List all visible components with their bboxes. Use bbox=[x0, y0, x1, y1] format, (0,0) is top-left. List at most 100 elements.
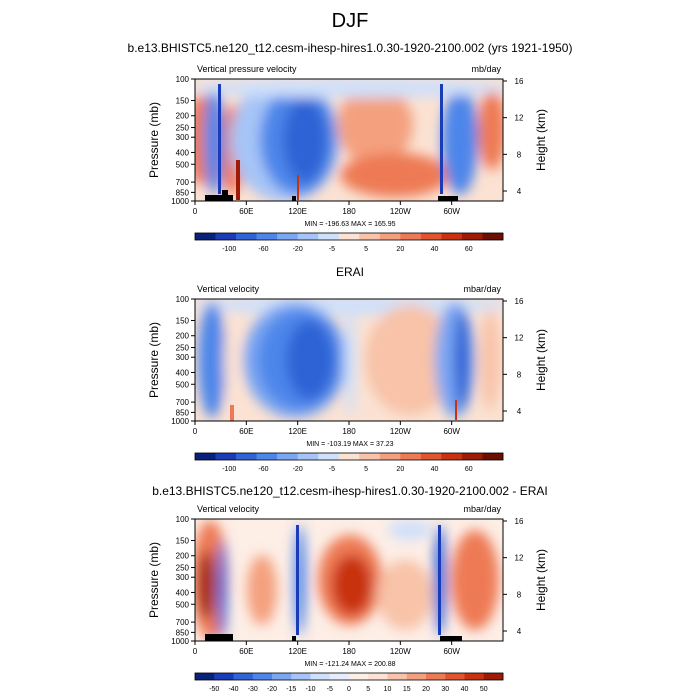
colorbar-swatch bbox=[441, 453, 463, 460]
colorbar-label: 5 bbox=[364, 466, 368, 473]
colorbar-swatch bbox=[359, 233, 381, 240]
colorbar-label: -5 bbox=[329, 246, 335, 253]
colorbar-swatch bbox=[277, 233, 298, 240]
y2-tick-label: 12 bbox=[515, 114, 524, 123]
y-tick-label: 850 bbox=[176, 628, 190, 637]
y-tick-label: 300 bbox=[176, 133, 190, 142]
x-tick-label: 60E bbox=[239, 427, 253, 436]
variable-label: Vertical velocity bbox=[197, 504, 260, 514]
colorbar-label: 20 bbox=[422, 686, 430, 693]
colorbar-swatch bbox=[318, 233, 340, 240]
colorbar-swatch bbox=[349, 673, 369, 680]
panel-title: ERAI bbox=[336, 265, 364, 279]
colorbar-swatch bbox=[420, 233, 442, 240]
y2-tick-label: 16 bbox=[515, 77, 524, 86]
colorbar-swatch bbox=[215, 453, 237, 460]
colorbar-label: 20 bbox=[396, 246, 404, 253]
colorbar-swatch bbox=[482, 453, 504, 460]
colorbar-label: 30 bbox=[441, 686, 449, 693]
colorbar-label: -100 bbox=[222, 246, 236, 253]
colorbar-frame bbox=[194, 232, 504, 241]
stats-label: MIN = -196.63 MAX = 165.95 bbox=[304, 221, 395, 228]
colorbar-label: 60 bbox=[465, 466, 473, 473]
panel-title: b.e13.BHISTC5.ne120_t12.cesm-ihesp-hires… bbox=[128, 41, 573, 55]
colorbar-label: 60 bbox=[465, 246, 473, 253]
colorbar-swatch bbox=[445, 673, 465, 680]
colorbar-swatch bbox=[272, 673, 292, 680]
colorbar-label: 15 bbox=[403, 686, 411, 693]
colorbar-label: -100 bbox=[222, 466, 236, 473]
x-tick-label: 180 bbox=[342, 427, 356, 436]
y-axis-label: Pressure (mb) bbox=[147, 102, 161, 178]
colorbar-swatch bbox=[441, 233, 463, 240]
colorbar-label: 40 bbox=[431, 246, 439, 253]
colorbar-swatch bbox=[379, 453, 401, 460]
x-tick-label: 60W bbox=[443, 207, 460, 216]
y2-axis-label: Height (km) bbox=[534, 109, 548, 171]
colorbar-swatch bbox=[277, 453, 298, 460]
y2-tick-label: 8 bbox=[517, 590, 522, 599]
panel-difference: b.e13.BHISTC5.ne120_t12.cesm-ihesp-hires… bbox=[147, 484, 548, 693]
colorbar-label: -15 bbox=[286, 686, 296, 693]
y-tick-label: 700 bbox=[176, 398, 190, 407]
colorbar-label: -20 bbox=[293, 466, 303, 473]
y-tick-label: 400 bbox=[176, 368, 190, 377]
y-axis-label: Pressure (mb) bbox=[147, 322, 161, 398]
colorbar-label: 50 bbox=[480, 686, 488, 693]
colorbar-swatch bbox=[215, 233, 237, 240]
y2-tick-label: 4 bbox=[517, 407, 522, 416]
colorbar: -100 -60 -20 -5 5 20 40 60 bbox=[194, 232, 504, 253]
colorbar-swatch bbox=[195, 233, 216, 240]
y2-tick-label: 8 bbox=[517, 150, 522, 159]
y2-tick-label: 12 bbox=[515, 554, 524, 563]
y-tick-label: 1000 bbox=[171, 637, 189, 646]
colorbar-swatch bbox=[482, 233, 504, 240]
y-tick-label: 300 bbox=[176, 353, 190, 362]
y-axis-label: Pressure (mb) bbox=[147, 542, 161, 618]
colorbar-label: -30 bbox=[248, 686, 258, 693]
colorbar-swatch bbox=[297, 453, 319, 460]
colorbar-swatch bbox=[400, 453, 422, 460]
contour-field bbox=[195, 519, 503, 641]
y-tick-label: 700 bbox=[176, 178, 190, 187]
units-label: mb/day bbox=[471, 64, 501, 74]
y2-tick-label: 8 bbox=[517, 370, 522, 379]
y-tick-label: 300 bbox=[176, 573, 190, 582]
colorbar-swatch bbox=[464, 673, 485, 680]
colorbar-label: 5 bbox=[364, 246, 368, 253]
x-tick-label: 0 bbox=[193, 427, 198, 436]
colorbar-swatch bbox=[195, 673, 215, 680]
x-tick-label: 120W bbox=[390, 427, 411, 436]
colorbar-swatch bbox=[256, 453, 278, 460]
colorbar-label: 10 bbox=[384, 686, 392, 693]
y2-tick-label: 12 bbox=[515, 334, 524, 343]
stats-label: MIN = -121.24 MAX = 200.88 bbox=[304, 661, 395, 668]
colorbar-swatch bbox=[338, 453, 360, 460]
x-tick-label: 0 bbox=[193, 647, 198, 656]
y-tick-label: 100 bbox=[176, 295, 190, 304]
colorbar-label: 20 bbox=[396, 466, 404, 473]
colorbar-swatch bbox=[318, 453, 340, 460]
y-tick-label: 500 bbox=[176, 380, 190, 389]
variable-label: Vertical pressure velocity bbox=[197, 64, 297, 74]
x-tick-label: 180 bbox=[342, 647, 356, 656]
colorbar-swatch bbox=[420, 453, 442, 460]
x-ticks: 0 60E 120E 180 120W 60W bbox=[193, 421, 460, 436]
contour-field bbox=[195, 299, 503, 421]
y-tick-label: 400 bbox=[176, 148, 190, 157]
x-tick-label: 120E bbox=[288, 647, 307, 656]
x-tick-label: 120W bbox=[390, 647, 411, 656]
colorbar-swatch bbox=[387, 673, 408, 680]
x-tick-label: 60W bbox=[443, 647, 460, 656]
y2-tick-label: 4 bbox=[517, 627, 522, 636]
colorbar-swatch bbox=[461, 453, 483, 460]
contour-field bbox=[195, 79, 503, 201]
colorbar-swatch bbox=[368, 673, 388, 680]
panel-title: b.e13.BHISTC5.ne120_t12.cesm-ihesp-hires… bbox=[152, 484, 548, 498]
panel-model: b.e13.BHISTC5.ne120_t12.cesm-ihesp-hires… bbox=[128, 41, 573, 253]
stats-label: MIN = -103.19 MAX = 37.23 bbox=[306, 441, 393, 448]
colorbar-swatch bbox=[236, 233, 257, 240]
